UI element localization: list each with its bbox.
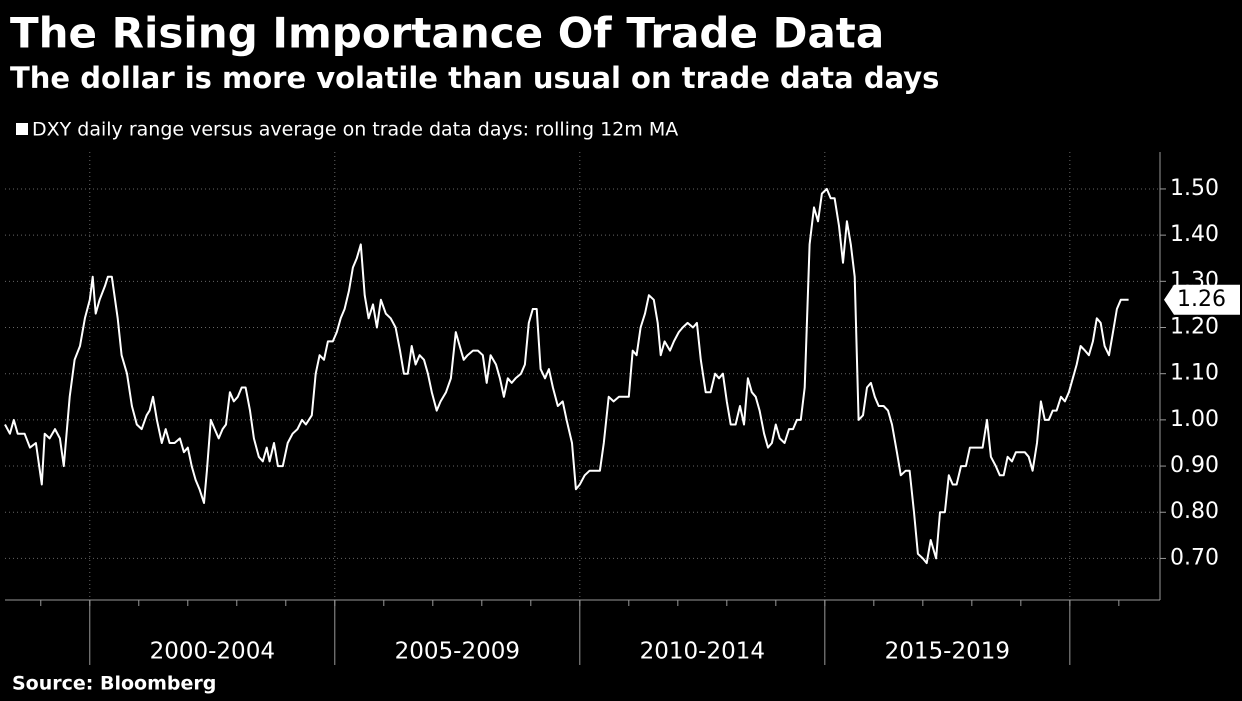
y-tick-label: 1.20 xyxy=(1170,315,1219,340)
y-tick-label: 0.90 xyxy=(1170,453,1219,478)
y-tick-label: 0.70 xyxy=(1170,545,1219,570)
y-tick-label: 1.40 xyxy=(1170,222,1219,247)
last-value-marker xyxy=(1164,284,1240,315)
x-group-label: 2015-2019 xyxy=(885,639,1010,665)
y-tick-label: 1.50 xyxy=(1170,176,1219,201)
legend-label: DXY daily range versus average on trade … xyxy=(32,119,678,141)
y-tick-label: 0.80 xyxy=(1170,499,1219,524)
y-tick-label: 1.00 xyxy=(1170,407,1219,432)
y-tick-label: 1.10 xyxy=(1170,361,1219,386)
last-value-label: 1.26 xyxy=(1177,287,1226,312)
source: Source: Bloomberg xyxy=(12,673,216,695)
x-group-label: 2005-2009 xyxy=(395,639,520,665)
x-group-label: 2010-2014 xyxy=(640,639,765,665)
chart-subtitle: The dollar is more volatile than usual o… xyxy=(10,61,939,95)
legend-swatch xyxy=(16,123,28,135)
x-group-label: 2000-2004 xyxy=(150,639,275,665)
chart-title: The Rising Importance Of Trade Data xyxy=(10,9,884,58)
data-line xyxy=(4,187,1129,565)
